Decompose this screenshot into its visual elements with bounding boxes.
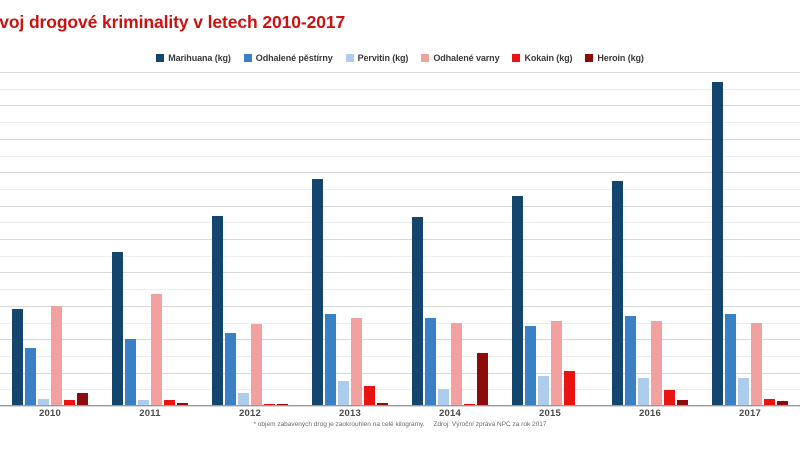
bar-2012-series-0[interactable] [212,215,223,406]
legend-swatch-icon [512,54,521,62]
bar-2014-series-0[interactable] [412,217,423,406]
bar-2013-series-2[interactable] [338,380,349,406]
legend-item-odhalene-varny[interactable]: Odhalené varny [421,53,500,63]
bar-group-2017 [700,72,800,406]
bar-2012-series-3[interactable] [251,324,262,406]
bar-2015-series-3[interactable] [551,320,562,406]
legend-swatch-icon [345,54,354,62]
bar-2011-series-1[interactable] [125,339,136,406]
legend-item-odhalene-pestirny[interactable]: Odhalené pěstírny [243,53,333,63]
legend-item-marihuana[interactable]: Marihuana (kg) [156,53,231,63]
legend-label: Marihuana (kg) [168,53,231,63]
bar-2017-series-4[interactable] [764,398,775,406]
bar-2013-series-1[interactable] [325,314,336,406]
plot-area [0,72,800,407]
bar-2011-series-4[interactable] [164,400,175,406]
legend-swatch-icon [585,54,594,62]
bar-2010-series-5[interactable] [77,393,88,406]
bar-2016-series-4[interactable] [664,389,675,406]
legend-item-heroin[interactable]: Heroin (kg) [585,53,644,63]
bar-group-2013 [300,72,400,406]
legend-item-kokain[interactable]: Kokain (kg) [512,53,572,63]
bar-2014-series-2[interactable] [438,389,449,406]
bar-2016-series-3[interactable] [651,320,662,406]
x-axis: 2010 2011 2012 2013 2014 2015 2016 2017 [0,406,800,422]
bar-groups [0,72,800,406]
bar-2016-series-5[interactable] [677,400,688,406]
bar-2010-series-0[interactable] [12,309,23,406]
bar-2017-series-0[interactable] [712,82,723,406]
bar-2016-series-2[interactable] [638,377,649,406]
bar-2015-series-4[interactable] [564,370,575,406]
bar-2016-series-0[interactable] [612,180,623,406]
bar-2010-series-1[interactable] [25,347,36,406]
chart-legend: Marihuana (kg) Odhalené pěstírny Perviti… [0,50,800,66]
bar-2013-series-3[interactable] [351,317,362,406]
bar-2017-series-2[interactable] [738,377,749,406]
bar-group-2015 [500,72,600,406]
legend-label: Heroin (kg) [597,53,644,63]
bar-group-2010 [0,72,100,406]
bar-2012-series-1[interactable] [225,332,236,406]
bar-2012-series-2[interactable] [238,392,249,406]
bar-2015-series-2[interactable] [538,375,549,406]
x-tick-2017: 2017 [739,408,761,419]
bar-group-2012 [200,72,300,406]
bar-2016-series-1[interactable] [625,315,636,406]
x-tick-2013: 2013 [339,408,361,419]
bar-2011-series-0[interactable] [112,252,123,406]
legend-swatch-icon [243,54,252,62]
axis-baseline [0,404,800,406]
bar-2015-series-1[interactable] [525,325,536,406]
legend-item-pervitin[interactable]: Pervitin (kg) [345,53,409,63]
bar-2010-series-4[interactable] [64,400,75,406]
bar-2017-series-3[interactable] [751,322,762,406]
chart-title: Vývoj drogové kriminality v letech 2010-… [0,12,346,32]
bar-2010-series-3[interactable] [51,305,62,406]
bar-2013-series-0[interactable] [312,178,323,406]
bar-group-2011 [100,72,200,406]
bar-2014-series-5[interactable] [477,352,488,406]
bar-2014-series-1[interactable] [425,317,436,406]
legend-label: Odhalené varny [433,53,500,63]
x-tick-2011: 2011 [139,408,161,419]
legend-label: Pervitin (kg) [357,53,409,63]
bar-group-2014 [400,72,500,406]
x-tick-2015: 2015 [539,408,561,419]
legend-label: Kokain (kg) [524,53,573,63]
bar-2011-series-3[interactable] [151,294,162,406]
bar-2017-series-5[interactable] [777,401,788,406]
footnote-note: * objem zabavených drog je zaokrouhlen n… [253,421,425,428]
footnote-source: Zdroj: Výroční zpráva NPC za rok 2017 [433,421,547,428]
legend-label: Odhalené pěstírny [255,53,333,63]
bar-2010-series-2[interactable] [38,398,49,406]
bar-2017-series-1[interactable] [725,314,736,406]
bar-2013-series-4[interactable] [364,385,375,406]
bar-2011-series-2[interactable] [138,400,149,406]
bar-2015-series-0[interactable] [512,195,523,406]
x-tick-2014: 2014 [439,408,461,419]
x-tick-2016: 2016 [639,408,661,419]
legend-swatch-icon [156,54,165,62]
chart-footnote: * objem zabavených drog je zaokrouhlen n… [0,421,800,428]
legend-swatch-icon [421,54,430,62]
bar-group-2016 [600,72,700,406]
bar-2014-series-3[interactable] [451,322,462,406]
x-tick-2010: 2010 [39,408,61,419]
x-tick-2012: 2012 [239,408,261,419]
